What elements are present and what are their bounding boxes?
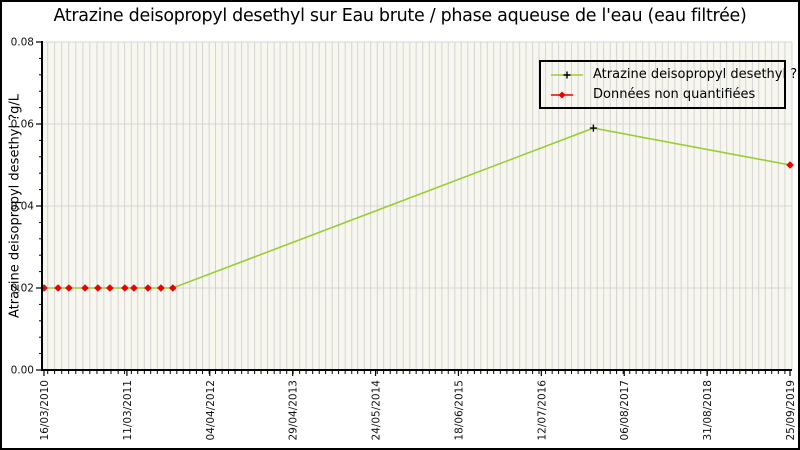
unquantified-point-marker — [157, 284, 165, 292]
unquantified-point-marker — [121, 284, 129, 292]
quantified-point-marker — [589, 124, 597, 132]
x-tick-label: 06/08/2017 — [619, 380, 631, 441]
y-tick-label: 0.04 — [11, 201, 35, 213]
y-axis-title: Atrazine deisopropyl desethyl ?g/L — [7, 94, 23, 318]
unquantified-point-marker — [40, 284, 48, 292]
legend: Atrazine deisopropyl desethyl ?g/L Donné… — [539, 60, 798, 109]
chart-title: Atrazine deisopropyl desethyl sur Eau br… — [53, 6, 747, 26]
y-ticks — [36, 41, 42, 371]
y-tick-label: 0.02 — [11, 283, 34, 295]
unquantified-point-marker — [786, 161, 794, 169]
unquantified-point-marker — [106, 284, 114, 292]
unquantified-point-marker — [65, 284, 73, 292]
x-tick-label: 11/03/2011 — [122, 380, 134, 441]
x-tick-labels: 16/03/2010 11/03/2011 04/04/2012 29/04/2013… — [39, 380, 797, 441]
quantified-series-marker-icon — [549, 69, 585, 81]
y-tick-label: 0.08 — [11, 37, 34, 49]
unquantified-point-marker — [130, 284, 138, 292]
legend-label-unquantified: Données non quantifiées — [593, 87, 756, 102]
unquantified-marker-icon — [549, 89, 585, 101]
x-tick-label: 16/03/2010 — [39, 380, 51, 441]
y-tick-label: 0.06 — [11, 119, 35, 131]
x-tick-label: 18/06/2015 — [453, 380, 465, 441]
x-tick-label: 24/05/2014 — [371, 380, 383, 441]
data-point-markers — [40, 124, 794, 292]
x-tick-label: 29/04/2013 — [288, 380, 300, 441]
unquantified-point-marker — [81, 284, 89, 292]
x-ticks — [43, 370, 791, 376]
x-tick-label: 12/07/2016 — [536, 380, 548, 441]
x-tick-label: 31/08/2018 — [702, 380, 714, 441]
y-minor-ticks — [39, 57, 42, 355]
y-tick-label: 0.00 — [11, 365, 34, 377]
unquantified-point-marker — [94, 284, 102, 292]
unquantified-point-marker — [54, 284, 62, 292]
legend-item-unquantified: Données non quantifiées — [549, 86, 776, 104]
x-tick-label: 25/09/2019 — [785, 380, 797, 441]
legend-label-series: Atrazine deisopropyl desethyl ?g/L — [593, 67, 800, 82]
unquantified-point-marker — [144, 284, 152, 292]
x-tick-label: 04/04/2012 — [205, 380, 217, 441]
y-tick-labels: 0.00 0.02 0.04 0.06 0.08 — [11, 37, 35, 377]
legend-item-series: Atrazine deisopropyl desethyl ?g/L — [549, 66, 798, 84]
unquantified-point-marker — [168, 284, 177, 292]
